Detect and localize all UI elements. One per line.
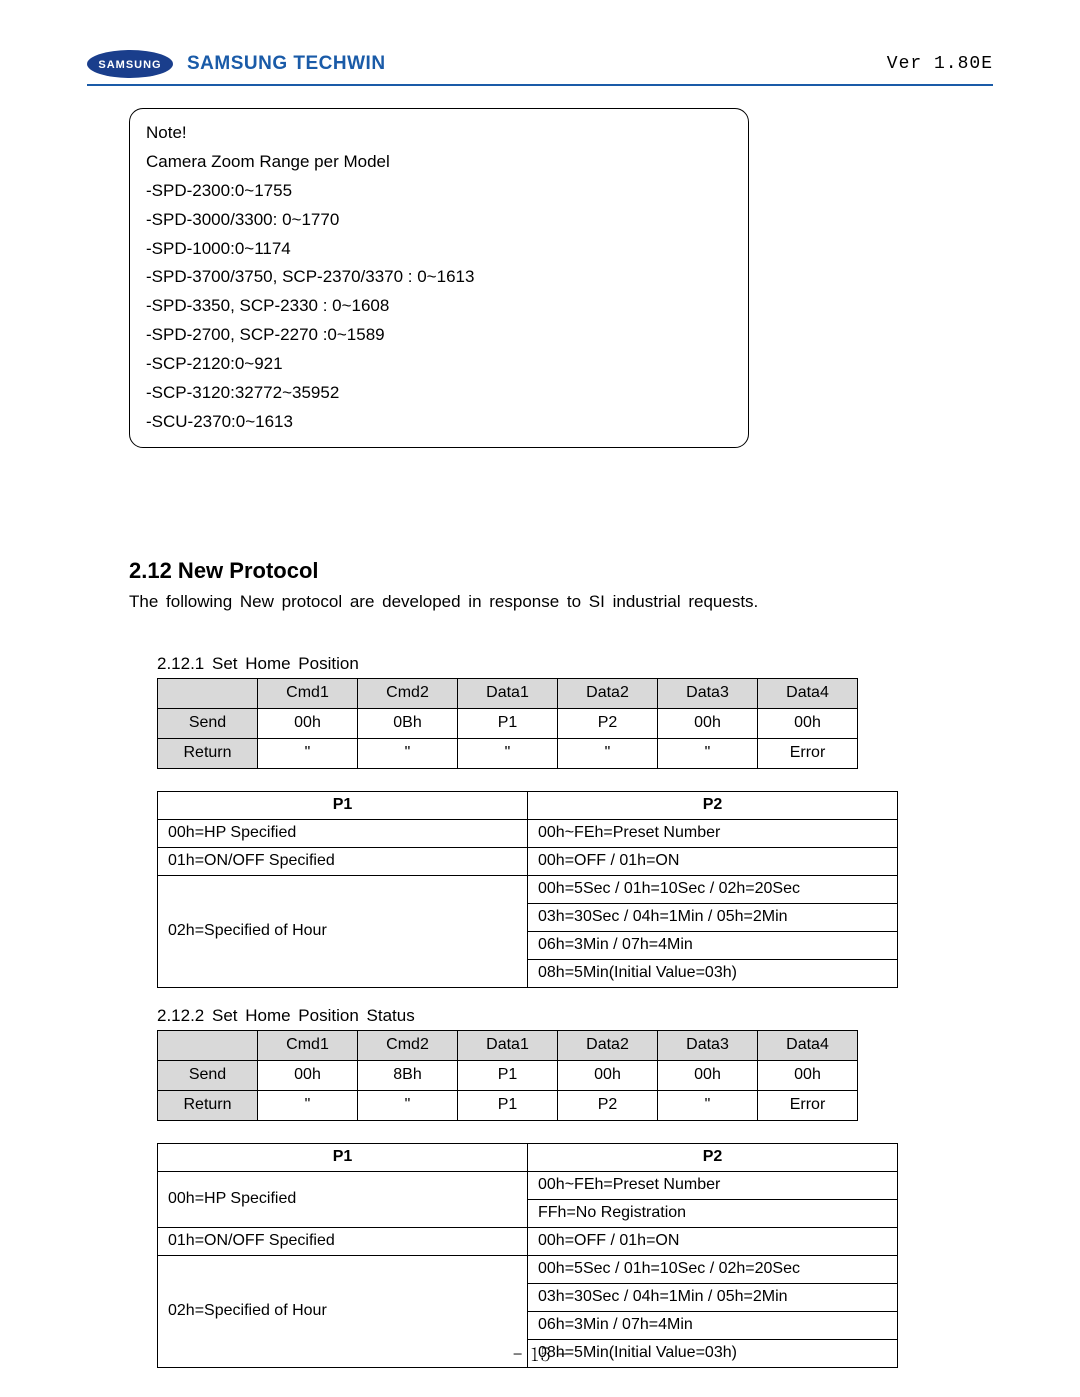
section-intro: The following New protocol are developed…: [129, 592, 993, 612]
corner-cell: [158, 678, 258, 708]
cell: P1: [458, 1090, 558, 1120]
cell: 00h: [758, 1060, 858, 1090]
cell: 00h: [558, 1060, 658, 1090]
p1-cell: 02h=Specified of Hour: [158, 875, 528, 987]
note-box: Note!Camera Zoom Range per Model-SPD-230…: [129, 108, 749, 448]
note-line: -SPD-1000:0~1174: [146, 235, 732, 264]
cmd-table-2: Cmd1Cmd2Data1Data2Data3Data4Send00h8BhP1…: [157, 1030, 858, 1121]
brand-text: SAMSUNG TECHWIN: [187, 53, 386, 75]
cell: ": [258, 1090, 358, 1120]
subsection-title: 2.12.1 Set Home Position: [157, 654, 993, 674]
p1-cell: 00h=HP Specified: [158, 819, 528, 847]
cell: ": [658, 1090, 758, 1120]
col-header: P2: [528, 1143, 898, 1171]
cell: 0Bh: [358, 708, 458, 738]
p2-cell: FFh=No Registration: [528, 1199, 898, 1227]
col-header: Data1: [458, 678, 558, 708]
note-line: -SPD-3350, SCP-2330 : 0~1608: [146, 292, 732, 321]
col-header: Data3: [658, 678, 758, 708]
cell: Error: [758, 1090, 858, 1120]
section-title: 2.12 New Protocol: [129, 558, 993, 584]
cell: 8Bh: [358, 1060, 458, 1090]
note-line: -SCU-2370:0~1613: [146, 408, 732, 437]
row-header: Send: [158, 708, 258, 738]
row-header: Return: [158, 1090, 258, 1120]
p2-cell: 00h~FEh=Preset Number: [528, 1171, 898, 1199]
page-number: - 15 -: [0, 1342, 1080, 1367]
svg-text:SAMSUNG: SAMSUNG: [98, 59, 161, 71]
note-line: -SPD-3000/3300: 0~1770: [146, 206, 732, 235]
subsection-title: 2.12.2 Set Home Position Status: [157, 1006, 993, 1026]
col-header: Cmd2: [358, 678, 458, 708]
cell: P1: [458, 708, 558, 738]
col-header: P2: [528, 791, 898, 819]
cell: 00h: [658, 1060, 758, 1090]
col-header: Cmd1: [258, 678, 358, 708]
cell: ": [558, 738, 658, 768]
cell: ": [258, 738, 358, 768]
p2-cell: 00h=5Sec / 01h=10Sec / 02h=20Sec: [528, 1255, 898, 1283]
desc-table-1: P1P200h=HP Specified00h~FEh=Preset Numbe…: [157, 791, 898, 988]
p2-cell: 03h=30Sec / 04h=1Min / 05h=2Min: [528, 903, 898, 931]
note-line: -SCP-3120:32772~35952: [146, 379, 732, 408]
col-header: Data1: [458, 1030, 558, 1060]
p2-cell: 00h~FEh=Preset Number: [528, 819, 898, 847]
col-header: P1: [158, 791, 528, 819]
row-header: Send: [158, 1060, 258, 1090]
p1-cell: 01h=ON/OFF Specified: [158, 1227, 528, 1255]
cell: P1: [458, 1060, 558, 1090]
note-line: -SCP-2120:0~921: [146, 350, 732, 379]
cell: ": [458, 738, 558, 768]
samsung-logo: SAMSUNG: [87, 50, 173, 78]
p1-cell: 00h=HP Specified: [158, 1171, 528, 1227]
cmd-table-1: Cmd1Cmd2Data1Data2Data3Data4Send00h0BhP1…: [157, 678, 858, 769]
col-header: Data4: [758, 678, 858, 708]
cell: Error: [758, 738, 858, 768]
row-header: Return: [158, 738, 258, 768]
col-header: Data3: [658, 1030, 758, 1060]
cell: 00h: [758, 708, 858, 738]
cell: 00h: [258, 708, 358, 738]
p2-cell: 06h=3Min / 07h=4Min: [528, 931, 898, 959]
brand: SAMSUNG SAMSUNG TECHWIN: [87, 50, 386, 78]
cell: 00h: [658, 708, 758, 738]
page-header: SAMSUNG SAMSUNG TECHWIN Ver 1.80E: [87, 50, 993, 86]
cell: P2: [558, 708, 658, 738]
cell: ": [358, 1090, 458, 1120]
col-header: Data4: [758, 1030, 858, 1060]
p2-cell: 08h=5Min(Initial Value=03h): [528, 959, 898, 987]
p2-cell: 00h=OFF / 01h=ON: [528, 1227, 898, 1255]
corner-cell: [158, 1030, 258, 1060]
p2-cell: 00h=OFF / 01h=ON: [528, 847, 898, 875]
col-header: Cmd1: [258, 1030, 358, 1060]
desc-table-2: P1P200h=HP Specified00h~FEh=Preset Numbe…: [157, 1143, 898, 1368]
cell: ": [358, 738, 458, 768]
p1-cell: 01h=ON/OFF Specified: [158, 847, 528, 875]
col-header: Cmd2: [358, 1030, 458, 1060]
note-line: -SPD-2700, SCP-2270 :0~1589: [146, 321, 732, 350]
note-line: Note!: [146, 119, 732, 148]
col-header: P1: [158, 1143, 528, 1171]
p2-cell: 06h=3Min / 07h=4Min: [528, 1311, 898, 1339]
note-line: Camera Zoom Range per Model: [146, 148, 732, 177]
cell: ": [658, 738, 758, 768]
col-header: Data2: [558, 1030, 658, 1060]
version-text: Ver 1.80E: [887, 54, 993, 74]
note-line: -SPD-2300:0~1755: [146, 177, 732, 206]
p2-cell: 00h=5Sec / 01h=10Sec / 02h=20Sec: [528, 875, 898, 903]
cell: 00h: [258, 1060, 358, 1090]
note-line: -SPD-3700/3750, SCP-2370/3370 : 0~1613: [146, 263, 732, 292]
col-header: Data2: [558, 678, 658, 708]
p2-cell: 03h=30Sec / 04h=1Min / 05h=2Min: [528, 1283, 898, 1311]
cell: P2: [558, 1090, 658, 1120]
